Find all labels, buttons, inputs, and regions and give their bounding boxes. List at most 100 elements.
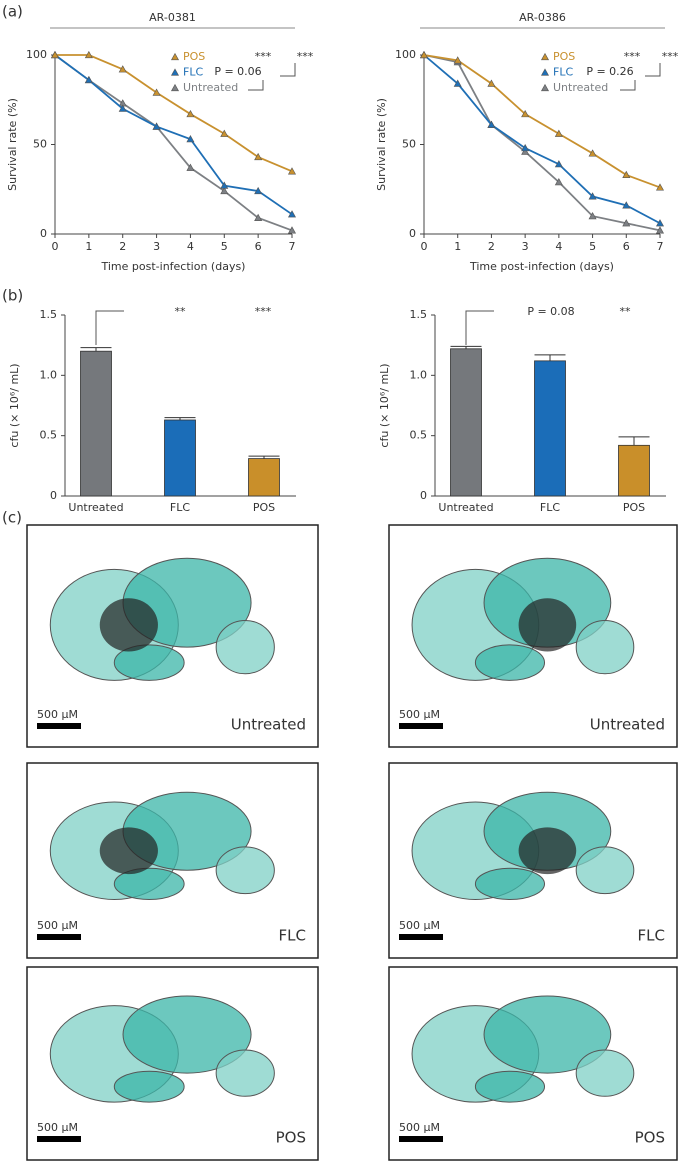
point-marker: [254, 152, 263, 161]
point-marker: [84, 75, 93, 84]
tissue: [575, 846, 635, 895]
x-tick-label: 6: [255, 240, 262, 253]
point-marker: [287, 167, 297, 175]
legend-label: Untreated: [183, 81, 238, 94]
tissue: [474, 867, 546, 901]
tissue: [215, 619, 275, 675]
point-marker: [554, 160, 563, 168]
scale-bar-label: 500 μM: [37, 708, 78, 721]
significance-label: **: [620, 305, 632, 318]
point-marker: [622, 201, 631, 209]
point-marker: [487, 79, 496, 87]
tissue: [215, 846, 275, 895]
bar: [534, 360, 566, 497]
bracket: [620, 80, 636, 91]
x-tick-label: Untreated: [438, 501, 493, 514]
y-tick-label: 50: [402, 138, 416, 151]
point-marker: [152, 88, 161, 96]
series-line: [55, 54, 293, 173]
series-line: [54, 54, 293, 216]
x-tick-label: 3: [522, 240, 529, 253]
point-marker: [487, 120, 496, 128]
treatment-label: FLC: [638, 927, 665, 945]
point-marker: [453, 79, 462, 87]
point-marker: [118, 104, 127, 112]
scale-bar-label: 500 μM: [37, 919, 78, 932]
tissue: [215, 1049, 275, 1097]
chart-title: AR-0381: [149, 11, 196, 24]
point-marker: [419, 50, 429, 59]
panel-label: (a): [2, 3, 23, 21]
point-marker: [521, 143, 530, 152]
legend-marker: [540, 68, 550, 76]
scale-bar: [399, 723, 443, 729]
panel-label: (c): [2, 509, 22, 527]
tissue: [575, 619, 635, 675]
series-line: [423, 54, 661, 232]
point-marker: [655, 226, 665, 234]
y-tick-label: 100: [26, 48, 47, 61]
legend-marker: [170, 52, 180, 61]
x-tick-label: 0: [52, 240, 59, 253]
x-tick-label: POS: [253, 501, 275, 514]
scale-bar: [37, 1136, 81, 1142]
x-tick-label: 0: [421, 240, 428, 253]
bracket: [280, 63, 296, 77]
x-tick-label: FLC: [540, 501, 560, 514]
scale-bar-label: 500 μM: [399, 1121, 440, 1134]
y-tick-label: 0: [420, 489, 427, 502]
legend-marker: [540, 52, 550, 61]
x-tick-label: 4: [187, 240, 194, 253]
point-marker: [152, 122, 161, 130]
panel-label: (b): [2, 287, 23, 305]
point-marker: [622, 219, 631, 227]
y-tick-label: 0: [40, 227, 47, 240]
bracket: [645, 63, 661, 77]
scale-bar: [399, 934, 443, 940]
scale-bar: [37, 934, 81, 940]
scale-bar-label: 500 μM: [37, 1121, 78, 1134]
x-tick-label: 6: [623, 240, 630, 253]
y-tick-label: 50: [33, 138, 47, 151]
x-tick-label: 1: [85, 240, 92, 253]
significance-label: P = 0.08: [527, 305, 574, 318]
tissue: [575, 1049, 635, 1097]
point-marker: [254, 186, 263, 195]
x-tick-label: 7: [289, 240, 296, 253]
treatment-label: Untreated: [231, 716, 306, 734]
point-marker: [84, 50, 93, 59]
x-tick-label: 2: [488, 240, 495, 253]
y-axis-label: cfu (× 10⁶/ mL): [378, 363, 391, 447]
point-marker: [220, 186, 229, 195]
tissue-dark: [99, 827, 158, 875]
significance-label: **: [175, 305, 187, 318]
x-tick-label: Untreated: [68, 501, 123, 514]
point-marker: [588, 149, 597, 157]
y-axis-label: cfu (× 10⁶/ mL): [8, 363, 21, 447]
x-tick-label: 2: [119, 240, 126, 253]
tissue: [113, 1070, 185, 1103]
point-marker: [521, 147, 530, 155]
point-marker: [287, 210, 297, 218]
point-marker: [622, 170, 631, 179]
bracket: [95, 310, 124, 345]
treatment-label: POS: [635, 1129, 665, 1147]
legend-label: FLC: [553, 66, 573, 79]
x-tick-label: 1: [454, 240, 461, 253]
point-marker: [50, 50, 60, 59]
series-line: [423, 54, 661, 189]
legend-marker: [170, 83, 180, 92]
x-axis-label: Time post-infection (days): [469, 260, 614, 273]
y-tick-label: 0: [50, 489, 57, 502]
scale-bar: [37, 723, 81, 729]
bar: [618, 444, 650, 497]
significance-label: ***: [255, 305, 272, 318]
point-marker: [287, 226, 297, 234]
y-tick-label: 0.5: [40, 429, 58, 442]
legend-label: POS: [553, 50, 575, 63]
legend-marker: [170, 68, 180, 76]
tissue: [113, 867, 185, 901]
tissue-dark: [99, 598, 158, 652]
bar: [164, 419, 196, 497]
